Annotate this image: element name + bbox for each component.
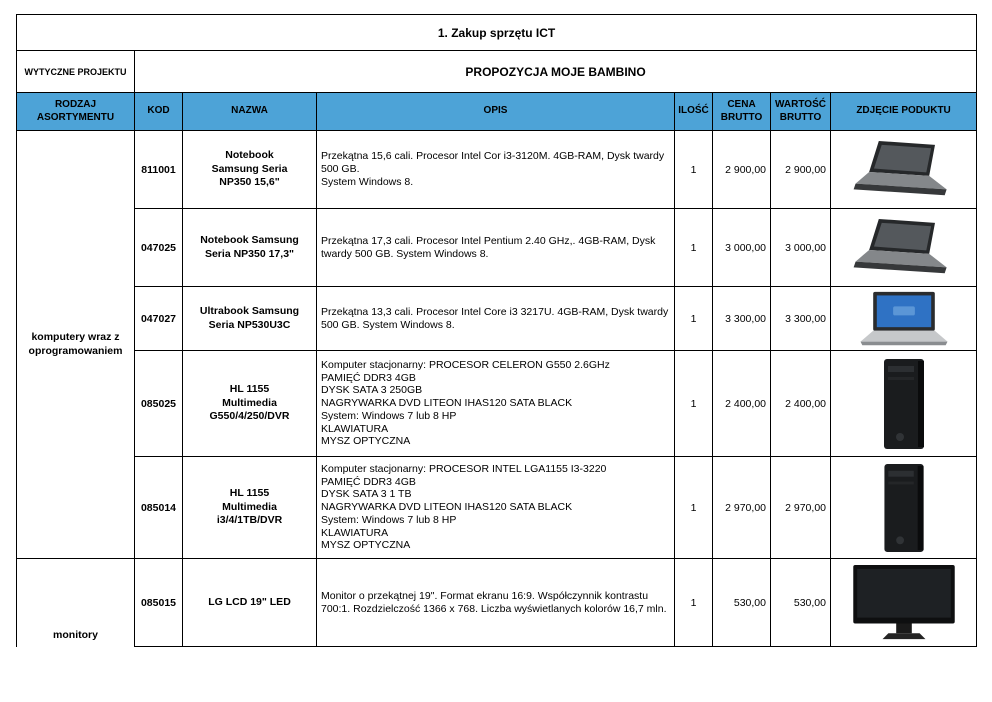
ilosc-cell: 1 [674,456,713,559]
photo-cell [829,286,978,351]
col-header-kod: KOD [134,92,183,131]
ilosc-cell: 1 [674,130,713,209]
col-header-nazwa: NAZWA [182,92,317,131]
wartosc-cell: 2 900,00 [770,130,831,209]
col-header-cena-brutto: CENA BRUTTO [712,92,771,131]
table-row: 085014 HL 1155 Multimedia i3/4/1TB/DVR K… [17,456,978,559]
opis-cell: Komputer stacjonarny: PROCESOR CELERON G… [316,350,675,457]
photo-cell [829,456,978,559]
project-guidelines-header: WYTYCZNE PROJEKTU [16,50,135,93]
kod-cell: 085025 [134,350,183,457]
table-row: monitory 085015 LG LCD 19" LED Monitor o… [16,558,978,647]
nazwa-cell: Notebook Samsung Seria NP350 15,6" [182,130,317,209]
laptop-image [853,140,947,195]
ilosc-cell: 1 [674,350,713,457]
kod-cell: 085014 [134,456,183,559]
kod-cell: 085015 [134,558,183,647]
group-cell-monitory: monitory [16,558,135,647]
cena-cell: 2 970,00 [712,456,771,559]
ilosc-cell: 1 [674,208,713,287]
col-header-rodzaj-asortymentu: RODZAJ ASORTYMENTU [16,92,135,131]
cena-cell: 3 000,00 [712,208,771,287]
nazwa-cell: Notebook Samsung Seria NP350 17,3" [182,208,317,287]
nazwa-cell: Ultrabook Samsung Seria NP530U3C [182,286,317,351]
table-row: 047027 Ultrabook Samsung Seria NP530U3C … [17,286,978,351]
photo-cell [829,350,978,457]
opis-cell: Komputer stacjonarny: PROCESOR INTEL LGA… [316,456,675,559]
table-row: 085025 HL 1155 Multimedia G550/4/250/DVR… [17,350,978,457]
col-header-zdjecie-produktu: ZDJĘCIE PODUKTU [829,92,978,131]
cena-cell: 2 900,00 [712,130,771,209]
group-cell-komputery: komputery wraz z oprogramowaniem [16,130,135,559]
nazwa-cell: HL 1155 Multimedia G550/4/250/DVR [182,350,317,457]
title-row: 1. Zakup sprzętu ICT [15,14,978,51]
ilosc-cell: 1 [674,558,713,647]
proposal-header: PROPOZYCJA MOJE BAMBINO [133,50,978,93]
ict-purchase-table: 1. Zakup sprzętu ICT WYTYCZNE PROJEKTU P… [15,14,978,647]
opis-cell: Przekątna 15,6 cali. Procesor Intel Cor … [316,130,675,209]
kod-cell: 047025 [134,208,183,287]
wartosc-cell: 3 000,00 [770,208,831,287]
col-header-wartosc-brutto: WARTOŚĆ BRUTTO [770,92,831,131]
nazwa-cell: HL 1155 Multimedia i3/4/1TB/DVR [182,456,317,559]
ilosc-cell: 1 [674,286,713,351]
cena-cell: 3 300,00 [712,286,771,351]
cena-cell: 2 400,00 [712,350,771,457]
ultrabook-image [860,291,948,345]
laptop-image [853,218,947,273]
kod-cell: 811001 [134,130,183,209]
wartosc-cell: 2 400,00 [770,350,831,457]
photo-cell [829,130,978,209]
cena-cell: 530,00 [712,558,771,647]
column-header-row: RODZAJ ASORTYMENTU KOD NAZWA OPIS ILOŚĆ … [16,92,978,131]
opis-cell: Przekątna 17,3 cali. Procesor Intel Pent… [316,208,675,287]
opis-cell: Przekątna 13,3 cali. Procesor Intel Core… [316,286,675,351]
nazwa-cell: LG LCD 19" LED [182,558,317,647]
photo-cell [829,558,978,647]
table-row: 047025 Notebook Samsung Seria NP350 17,3… [17,208,978,287]
subheader-row: WYTYCZNE PROJEKTU PROPOZYCJA MOJE BAMBIN… [16,50,978,93]
col-header-opis: OPIS [316,92,675,131]
desktop-tower-image [883,358,924,449]
table-title: 1. Zakup sprzętu ICT [15,14,978,51]
desktop-tower-image [883,463,924,552]
photo-cell [829,208,978,287]
wartosc-cell: 3 300,00 [770,286,831,351]
col-header-ilosc: ILOŚĆ [674,92,713,131]
table-row: komputery wraz z oprogramowaniem 811001 … [16,130,978,559]
monitor-image [852,564,955,639]
opis-cell: Monitor o przekątnej 19". Format ekranu … [316,558,675,647]
wartosc-cell: 530,00 [770,558,831,647]
kod-cell: 047027 [134,286,183,351]
wartosc-cell: 2 970,00 [770,456,831,559]
